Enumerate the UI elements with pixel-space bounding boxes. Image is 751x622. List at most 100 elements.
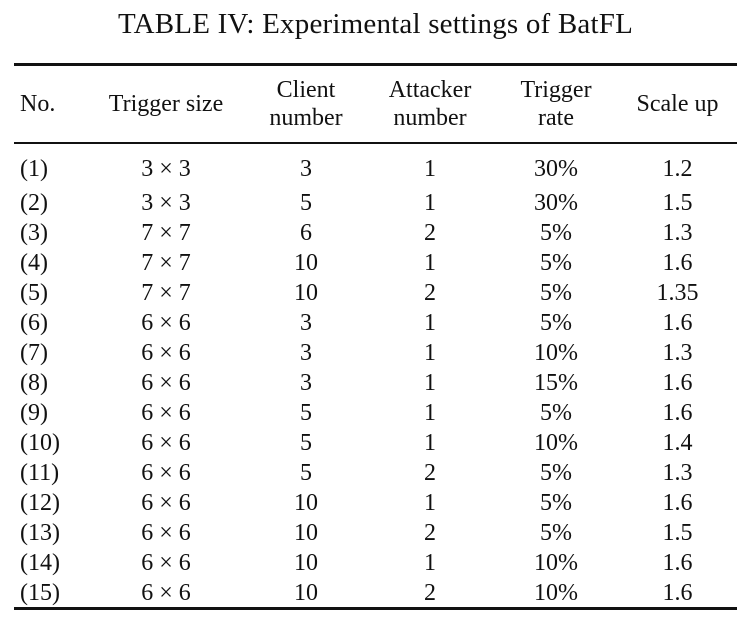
cell-trigger-rate: 5% bbox=[540, 400, 572, 426]
cell-scale-up: 1.5 bbox=[662, 520, 693, 546]
table-row: (3) 7 × 7 6 2 5% 1.3 bbox=[14, 218, 737, 248]
cell-trigger-size: 7 × 7 bbox=[141, 250, 191, 276]
cell-no: (2) bbox=[20, 190, 48, 216]
cell-scale-up: 1.6 bbox=[662, 400, 693, 426]
table-header: No. Trigger size Client number Attacker numbe… bbox=[14, 66, 737, 142]
cell-scale-up: 1.4 bbox=[662, 430, 693, 456]
cell-trigger-size: 6 × 6 bbox=[141, 340, 191, 366]
cell-client-number: 10 bbox=[294, 520, 318, 546]
cell-scale-up: 1.3 bbox=[662, 220, 693, 246]
cell-scale-up: 1.6 bbox=[662, 370, 693, 396]
cell-no: (5) bbox=[20, 280, 48, 306]
cell-attacker-number: 1 bbox=[424, 156, 436, 182]
table-row: (9) 6 × 6 5 1 5% 1.6 bbox=[14, 398, 737, 428]
cell-trigger-size: 6 × 6 bbox=[141, 370, 191, 396]
cell-client-number: 5 bbox=[300, 400, 312, 426]
header-attacker-number-line: Attacker bbox=[388, 77, 472, 103]
cell-trigger-size: 6 × 6 bbox=[141, 490, 191, 516]
table-body: (1) 3 × 3 3 1 30% 1.2 (2) 3 × 3 5 1 30% 1.5 (3) 7 × 7… bbox=[14, 142, 737, 608]
cell-trigger-size: 3 × 3 bbox=[141, 190, 191, 216]
cell-no: (3) bbox=[20, 220, 48, 246]
header-attacker-number-line: number bbox=[393, 105, 467, 131]
cell-client-number: 3 bbox=[300, 310, 312, 336]
table-row: (13) 6 × 6 10 2 5% 1.5 bbox=[14, 518, 737, 548]
cell-client-number: 5 bbox=[300, 190, 312, 216]
table-row: (12) 6 × 6 10 1 5% 1.6 bbox=[14, 488, 737, 518]
cell-scale-up: 1.6 bbox=[662, 310, 693, 336]
cell-trigger-rate: 5% bbox=[540, 250, 572, 276]
header-row: No. Trigger size Client number Attacker numbe… bbox=[14, 66, 737, 142]
cell-attacker-number: 1 bbox=[424, 190, 436, 216]
header-trigger-size-line: Trigger size bbox=[108, 91, 224, 117]
table-row: (4) 7 × 7 10 1 5% 1.6 bbox=[14, 248, 737, 278]
cell-no: (14) bbox=[20, 550, 60, 576]
cell-attacker-number: 1 bbox=[424, 400, 436, 426]
cell-trigger-rate: 15% bbox=[534, 370, 578, 396]
header-rule bbox=[14, 142, 737, 144]
cell-client-number: 10 bbox=[294, 550, 318, 576]
cell-no: (9) bbox=[20, 400, 48, 426]
cell-scale-up: 1.6 bbox=[662, 250, 693, 276]
table-row: (1) 3 × 3 3 1 30% 1.2 bbox=[14, 142, 737, 188]
bottom-rule bbox=[14, 607, 737, 610]
cell-attacker-number: 1 bbox=[424, 310, 436, 336]
cell-trigger-size: 6 × 6 bbox=[141, 520, 191, 546]
cell-trigger-rate: 10% bbox=[534, 340, 578, 366]
table-row: (2) 3 × 3 5 1 30% 1.5 bbox=[14, 188, 737, 218]
table-row: (8) 6 × 6 3 1 15% 1.6 bbox=[14, 368, 737, 398]
cell-attacker-number: 2 bbox=[424, 460, 436, 486]
cell-trigger-rate: 5% bbox=[540, 490, 572, 516]
cell-no: (10) bbox=[20, 430, 60, 456]
cell-scale-up: 1.2 bbox=[662, 156, 693, 182]
cell-attacker-number: 1 bbox=[424, 250, 436, 276]
cell-trigger-rate: 5% bbox=[540, 220, 572, 246]
cell-no: (7) bbox=[20, 340, 48, 366]
cell-scale-up: 1.35 bbox=[656, 280, 699, 306]
cell-scale-up: 1.3 bbox=[662, 340, 693, 366]
header-client-number: Client number bbox=[246, 66, 366, 142]
cell-trigger-rate: 5% bbox=[540, 520, 572, 546]
cell-trigger-rate: 10% bbox=[534, 430, 578, 456]
cell-attacker-number: 1 bbox=[424, 430, 436, 456]
cell-scale-up: 1.5 bbox=[662, 190, 693, 216]
cell-no: (13) bbox=[20, 520, 60, 546]
header-no: No. bbox=[14, 66, 86, 142]
cell-trigger-size: 6 × 6 bbox=[141, 310, 191, 336]
cell-trigger-rate: 30% bbox=[534, 190, 578, 216]
header-trigger-rate-line: Trigger bbox=[520, 77, 592, 103]
header-trigger-size: Trigger size bbox=[86, 66, 246, 142]
table-row: (15) 6 × 6 10 2 10% 1.6 bbox=[14, 578, 737, 608]
cell-attacker-number: 2 bbox=[424, 520, 436, 546]
cell-trigger-size: 6 × 6 bbox=[141, 550, 191, 576]
cell-trigger-size: 6 × 6 bbox=[141, 580, 191, 606]
cell-trigger-rate: 5% bbox=[540, 310, 572, 336]
table-row: (14) 6 × 6 10 1 10% 1.6 bbox=[14, 548, 737, 578]
header-attacker-number: Attacker number bbox=[366, 66, 494, 142]
cell-trigger-rate: 10% bbox=[534, 550, 578, 576]
cell-trigger-rate: 5% bbox=[540, 280, 572, 306]
cell-client-number: 6 bbox=[300, 220, 312, 246]
cell-attacker-number: 1 bbox=[424, 550, 436, 576]
cell-scale-up: 1.6 bbox=[662, 550, 693, 576]
cell-client-number: 10 bbox=[294, 280, 318, 306]
cell-trigger-rate: 5% bbox=[540, 460, 572, 486]
table-caption: TABLE IV: Experimental settings of BatFL bbox=[118, 8, 633, 40]
cell-trigger-size: 7 × 7 bbox=[141, 220, 191, 246]
cell-attacker-number: 1 bbox=[424, 490, 436, 516]
cell-client-number: 3 bbox=[300, 370, 312, 396]
cell-no: (15) bbox=[20, 580, 60, 606]
cell-no: (1) bbox=[20, 156, 48, 182]
cell-trigger-size: 3 × 3 bbox=[141, 156, 191, 182]
header-no-line: No. bbox=[20, 91, 56, 117]
cell-trigger-size: 6 × 6 bbox=[141, 460, 191, 486]
table-row: (10) 6 × 6 5 1 10% 1.4 bbox=[14, 428, 737, 458]
cell-no: (8) bbox=[20, 370, 48, 396]
table-row: (11) 6 × 6 5 2 5% 1.3 bbox=[14, 458, 737, 488]
cell-client-number: 3 bbox=[300, 156, 312, 182]
cell-client-number: 5 bbox=[300, 460, 312, 486]
cell-client-number: 10 bbox=[294, 490, 318, 516]
cell-attacker-number: 2 bbox=[424, 280, 436, 306]
table-row: (7) 6 × 6 3 1 10% 1.3 bbox=[14, 338, 737, 368]
cell-trigger-size: 6 × 6 bbox=[141, 400, 191, 426]
cell-client-number: 10 bbox=[294, 250, 318, 276]
